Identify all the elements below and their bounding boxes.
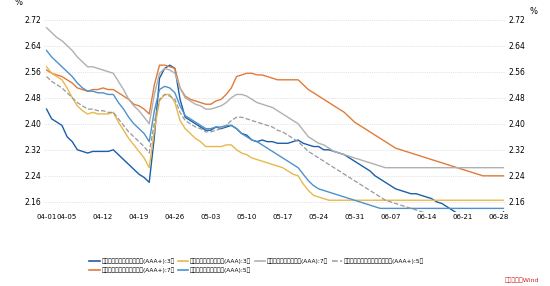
中唇城投唇到期收益率(AAA):7年 — [105, 70, 112, 74]
中唇城投唇到期收益率(AAA):5年 — [43, 49, 50, 52]
Y-axis label: %: % — [15, 0, 23, 7]
中唇城投唇到期收益率(AAA):3年 — [43, 65, 50, 68]
中唇城投唇到期收益率(AAA):7年 — [382, 166, 389, 169]
中唇中短期票据到期收益率(AAA+):3年 — [105, 150, 112, 153]
中唇城投唇到期收益率(AAA):3年 — [326, 198, 332, 202]
中唇中短期票据到期收益率(AAA+):7年 — [500, 174, 507, 178]
中唇中短期票据到期收益率(AAA+):3年 — [495, 223, 502, 227]
中唇城投唇到期收益率(AAA):7年 — [485, 166, 491, 169]
Line: 中唇城投唇到期收益率(AAA):3年: 中唇城投唇到期收益率(AAA):3年 — [47, 67, 503, 200]
中唇城投唇到期收益率(AAA):5年 — [182, 114, 189, 117]
中唇城投唇到期收益率(AAA):3年 — [428, 198, 435, 202]
中唇中短期票据到期收益率(AAA+):3年 — [428, 197, 435, 200]
中唇城投唇到期收益率(AAA):7年 — [500, 166, 507, 169]
Line: 中唇中短期票据到期收益率(AAA+):3年: 中唇中短期票据到期收益率(AAA+):3年 — [47, 65, 503, 225]
中唇中短期票据到期收益率(AAA+):7年 — [480, 174, 486, 178]
Line: 中唇城投唇到期收益率(AAA):7年: 中唇城投唇到期收益率(AAA):7年 — [47, 28, 503, 168]
中唇城投唇到期收益率(AAA):7年 — [428, 166, 435, 169]
Text: 数据来源：Wind: 数据来源：Wind — [504, 277, 539, 283]
中唇中短期票据到期收益率(AAA+):7年 — [156, 63, 163, 67]
中唇中短期票据到期收益率(AAA+):7年 — [428, 158, 435, 161]
中唇中短期票据基准到期收益率(AAA+):5年 — [433, 215, 440, 218]
中唇中短期票据到期收益率(AAA+):3年 — [438, 202, 445, 205]
中唇中短期票据基准到期收益率(AAA+):5年 — [182, 119, 189, 122]
中唇城投唇到期收益率(AAA):3年 — [182, 127, 189, 130]
中唇中短期票据到期收益率(AAA+):3年 — [43, 107, 50, 111]
中唇中短期票据到期收益率(AAA+):3年 — [485, 220, 491, 223]
中唇城投唇到期收益率(AAA):3年 — [105, 112, 112, 116]
中唇中短期票据到期收益率(AAA+):3年 — [500, 210, 507, 213]
中唇中短期票据到期收益率(AAA+):7年 — [105, 88, 112, 91]
中唇中短期票据基准到期收益率(AAA+):5年 — [500, 223, 507, 227]
中唇城投唇到期收益率(AAA):7年 — [438, 166, 445, 169]
中唇城投唇到期收益率(AAA):7年 — [43, 26, 50, 29]
中唇城投唇到期收益率(AAA):3年 — [438, 198, 445, 202]
中唇中短期票据到期收益率(AAA+):7年 — [43, 68, 50, 72]
中唇城投唇到期收益率(AAA):5年 — [105, 93, 112, 96]
Legend: 中唇中短期票据到期收益率(AAA+):3年, 中唇中短期票据到期收益率(AAA+):7年, 中唇城投唇到期收益率(AAA):3年, 中唇城投唇到期收益率(AAA: 中唇中短期票据到期收益率(AAA+):3年, 中唇中短期票据到期收益率(AAA+… — [89, 259, 424, 273]
中唇城投唇到期收益率(AAA):7年 — [361, 160, 368, 163]
Line: 中唇中短期票据基准到期收益率(AAA+):5年: 中唇中短期票据基准到期收益率(AAA+):5年 — [47, 77, 503, 225]
中唇中短期票据到期收益率(AAA+):3年 — [367, 169, 373, 173]
中唇中短期票据到期收益率(AAA+):7年 — [438, 161, 445, 164]
中唇中短期票据到期收益率(AAA+):3年 — [187, 119, 194, 122]
中唇城投唇到期收益率(AAA):5年 — [377, 207, 383, 210]
中唇城投唇到期收益率(AAA):5年 — [428, 207, 435, 210]
中唇城投唇到期收益率(AAA):5年 — [485, 207, 491, 210]
中唇城投唇到期收益率(AAA):5年 — [438, 207, 445, 210]
中唇中短期票据到期收益率(AAA+):3年 — [167, 63, 173, 67]
中唇中短期票据到期收益率(AAA+):7年 — [187, 98, 194, 101]
Line: 中唇城投唇到期收益率(AAA):5年: 中唇城投唇到期收益率(AAA):5年 — [47, 51, 503, 208]
中唇中短期票据基准到期收益率(AAA+):5年 — [43, 75, 50, 78]
中唇城投唇到期收益率(AAA):7年 — [182, 96, 189, 100]
Line: 中唇中短期票据到期收益率(AAA+):7年: 中唇中短期票据到期收益率(AAA+):7年 — [47, 65, 503, 176]
中唇中短期票据到期收益率(AAA+):7年 — [490, 174, 497, 178]
中唇中短期票据基准到期收益率(AAA+):5年 — [459, 223, 466, 227]
中唇城投唇到期收益率(AAA):5年 — [361, 202, 368, 205]
中唇城投唇到期收益率(AAA):3年 — [367, 198, 373, 202]
中唇城投唇到期收益率(AAA):5年 — [500, 207, 507, 210]
中唇城投唇到期收益率(AAA):3年 — [485, 198, 491, 202]
Y-axis label: %: % — [530, 7, 538, 16]
中唇中短期票据基准到期收益率(AAA+):5年 — [361, 186, 368, 189]
中唇中短期票据基准到期收益率(AAA+):5年 — [105, 111, 112, 114]
中唇中短期票据基准到期收益率(AAA+):5年 — [423, 212, 430, 215]
中唇中短期票据基准到期收益率(AAA+):5年 — [485, 223, 491, 227]
中唇城投唇到期收益率(AAA):3年 — [500, 198, 507, 202]
中唇中短期票据到期收益率(AAA+):7年 — [367, 130, 373, 134]
